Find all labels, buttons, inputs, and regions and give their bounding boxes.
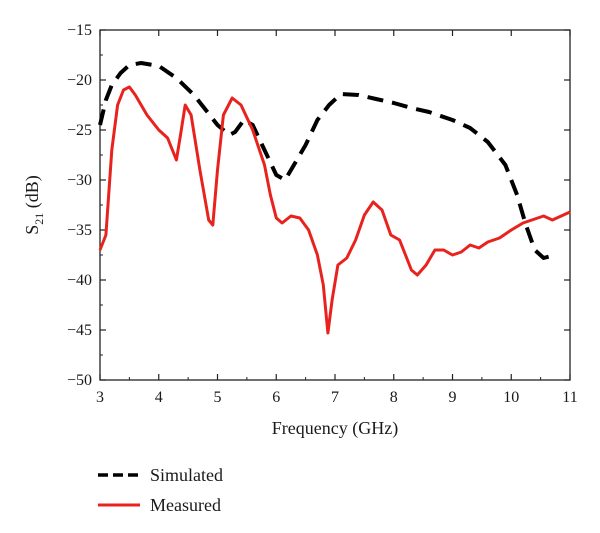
- y-tick-label: −35: [67, 222, 92, 239]
- y-tick-label: −45: [67, 322, 92, 339]
- series-line-measured: [98, 85, 571, 335]
- y-axis-title-unit: (dB): [22, 175, 43, 213]
- plot-area: [99, 29, 571, 381]
- y-tick-label: −15: [67, 22, 92, 39]
- y-axis-title-subscript: 21: [32, 213, 46, 225]
- y-tick-label: −20: [67, 72, 92, 89]
- x-tick-label: 3: [96, 389, 104, 406]
- axes: 3 4 5 6 7 8 9 10 11 −15 −20 −25 −30 −35 −40 −45 −50: [67, 22, 578, 406]
- y-axis-title: S21 (dB): [22, 175, 46, 235]
- y-axis-title-main: S: [22, 225, 42, 235]
- x-tick-label: 9: [449, 389, 457, 406]
- x-tick-label: 8: [390, 389, 398, 406]
- legend-label-simulated: Simulated: [150, 465, 223, 485]
- x-tick-label: 7: [331, 389, 339, 406]
- x-tick-label: 10: [503, 389, 519, 406]
- plot-frame: [99, 29, 571, 381]
- y-tick-label: −25: [67, 122, 92, 139]
- x-axis-title: Frequency (GHz): [272, 418, 398, 439]
- y-tick-label: −30: [67, 172, 92, 189]
- series-line-simulated: [98, 61, 556, 260]
- y-tick-label: −40: [67, 272, 92, 289]
- legend-label-measured: Measured: [150, 495, 221, 515]
- legend: Simulated Measured: [98, 465, 223, 515]
- series-group: [98, 61, 571, 335]
- x-tick-label: 6: [272, 389, 280, 406]
- x-tick-label: 4: [155, 389, 163, 406]
- y-tick-label: −50: [67, 372, 92, 389]
- x-tick-label: 11: [562, 389, 577, 406]
- x-tick-label: 5: [214, 389, 222, 406]
